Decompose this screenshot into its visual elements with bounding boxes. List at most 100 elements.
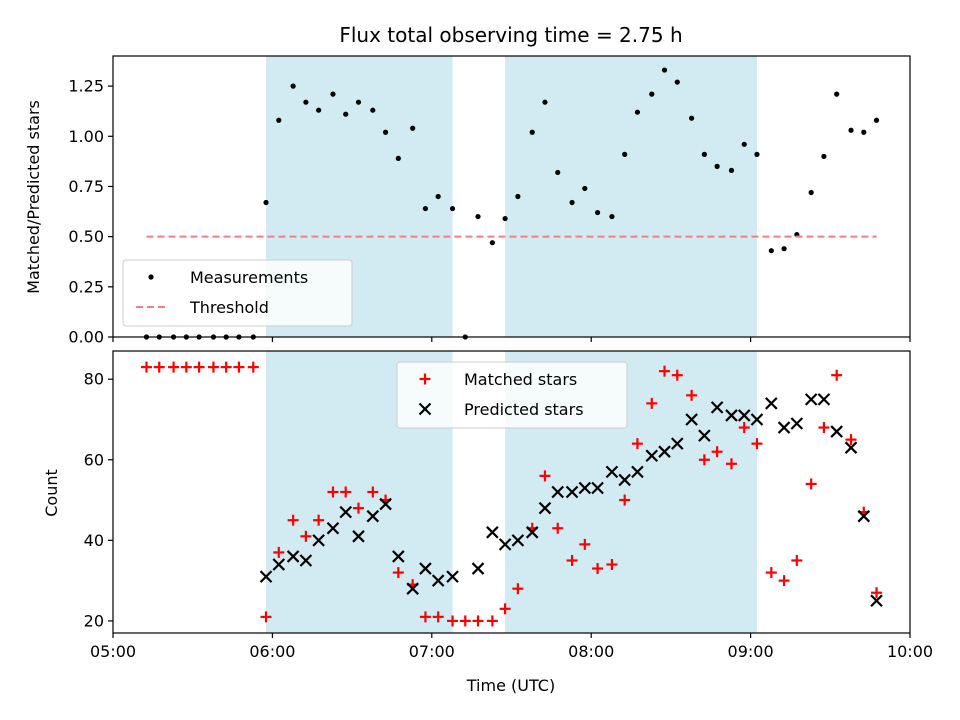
panel-1-series-measurements-point [741,141,747,147]
x-tick-label: 10:00 [887,642,933,661]
legend-marker [148,274,154,280]
panel-1-observing-interval-2 [505,56,757,337]
panel-1-series-measurements-point [674,79,680,85]
panel-1-series-measurements-point [848,127,854,133]
panel-2-series-predicted-stars-point [538,501,552,515]
panel-2-series-matched-stars-point [273,546,285,558]
panel-2-series-matched-stars-point [247,361,259,373]
panel-1-series-measurements-point [355,99,362,105]
panel-1-series-measurements-point [515,193,521,200]
panel-2-series-predicted-stars-point [591,481,604,495]
panel-1-series-measurements-point [622,151,628,157]
panel-2-series-matched-stars-point [459,615,471,627]
panel-2-series-predicted-stars-point [431,574,445,587]
panel-2-series-predicted-stars-point [312,534,325,547]
panel-2-series-matched-stars-point [646,397,658,409]
panel-2-series-predicted-stars-point [777,421,791,434]
panel-2-series-predicted-stars-point [765,397,778,410]
panel-1-series-measurements-point [609,213,615,220]
panel-2-series-matched-stars-point [751,438,763,450]
panel-2-series-matched-stars-point [592,563,604,575]
panel-2-series-predicted-stars-point [486,526,499,539]
panel-2-series-matched-stars-point [207,361,219,373]
panel-2-series-predicted-stars-point [685,413,698,426]
panel-1-series-measurements-point [728,167,735,174]
panel-2-series-predicted-stars-point [698,429,711,442]
panel-1-y-tick-label: 0.75 [68,177,104,196]
panel-2-series-matched-stars-point [566,554,578,566]
panel-2-series-matched-stars-point [871,587,883,599]
panel-1-series-measurements-point [370,107,376,113]
panel-1-series-measurements-point [555,169,561,176]
panel-2-series-predicted-stars [259,393,883,608]
x-tick-label: 06:00 [249,642,295,661]
x-axis-label: Time (UTC) [466,676,555,695]
panel-1-series-measurements-point [502,215,508,222]
panel-2-series-predicted-stars-point [299,554,313,567]
panel-2-series-predicted-stars-point [498,538,512,551]
legend-label: Measurements [190,268,308,287]
panel-1-series-measurements-point [582,185,588,192]
panel-2-series-matched-stars-point [778,575,790,587]
panel-1-series-measurements-point [714,163,720,169]
panel-2-series-matched-stars-point [367,486,379,498]
panel-1-series-measurements-point [661,67,668,73]
panel-2-series-predicted-stars-point [525,526,539,539]
panel-2-series-predicted-stars-point [670,437,684,450]
panel-2-series-matched-stars [140,361,883,627]
panel-2-series-predicted-stars-point [645,449,659,463]
panel-2-series-matched-stars-point [831,369,843,381]
panel-2-series-matched-stars-point [805,478,817,490]
panel-1-series-measurements-point [594,209,601,216]
panel-2-series-predicted-stars-point [511,534,525,547]
panel-1-y-tick-label: 0.25 [68,277,104,296]
legend-marker [419,373,431,385]
panel-1-series-measurements-point [701,151,707,157]
panel-2-series-predicted-stars-point [631,465,644,479]
panel-1-frame [112,55,911,338]
panel-2-series-matched-stars-point [579,538,591,550]
panel-2-series-matched-stars-point [671,369,683,381]
panel-2-series-matched-stars-point [818,422,830,434]
panel-1-series-measurements-point [873,117,880,123]
panel-1-series-measurements-point [754,151,760,157]
panel-2-series-matched-stars-point [698,454,710,466]
panel-2-series-predicted-stars-point [352,530,365,543]
panel-2-series-predicted-stars-point [272,558,286,571]
panel-2-y-tick-label: 40 [84,531,104,550]
panel-2-series-predicted-stars-point [817,393,831,406]
panel-2-series-matched-stars-point [153,361,165,373]
panel-1-legend-item: Threshold [136,298,269,317]
panel-2-series-predicted-stars-point [379,497,392,511]
top-panel-y-axis-label: Matched/Predicted stars [24,100,43,294]
panel-2-legend-item: Predicted stars [418,400,584,419]
panel-2-series-matched-stars-point [392,567,404,579]
panel-2-series-matched-stars-point [686,389,698,401]
panel-2-series-predicted-stars-point [658,445,671,458]
panel-2-series-matched-stars-point [287,514,299,526]
panel-1: 0.00 0.25 0.50 0.75 1.00 1.25 Measurements Thre… [68,55,911,347]
panel-1-series-measurements-point [343,111,349,117]
x-tick-label: 09:00 [728,642,774,661]
bottom-panel-y-axis-label: Count [42,469,61,517]
panel-2-series-matched-stars-point [486,615,498,627]
panel-2-series-predicted-stars-point [406,582,419,595]
panel-2-series-predicted-stars-point [618,473,631,487]
panel-2-series-predicted-stars-point [870,594,883,608]
panel-2-y-tick-label: 60 [84,450,104,469]
panel-1-series-measurements [143,67,880,340]
panel-2-series-matched-stars-point [631,438,643,450]
panel-2-series-predicted-stars-point [551,485,565,499]
panel-2-series-matched-stars-point [711,446,723,458]
panel-1-series-measurements-point [489,240,495,246]
panel-2-legend-item: Matched stars [419,370,577,389]
panel-2-series-predicted-stars-point [710,401,724,414]
panel-2-series-predicted-stars-point [804,393,818,406]
panel-1-y-tick-label: 1.00 [68,127,104,146]
x-tick-label: 07:00 [409,642,455,661]
panel-1-series-measurements-point [529,129,535,135]
panel-2-series-matched-stars-point [313,514,325,526]
panel-1-series-measurements-point [290,83,296,89]
panel-2-series-matched-stars-point [606,559,618,571]
panel-2-series-matched-stars-point [512,583,524,595]
